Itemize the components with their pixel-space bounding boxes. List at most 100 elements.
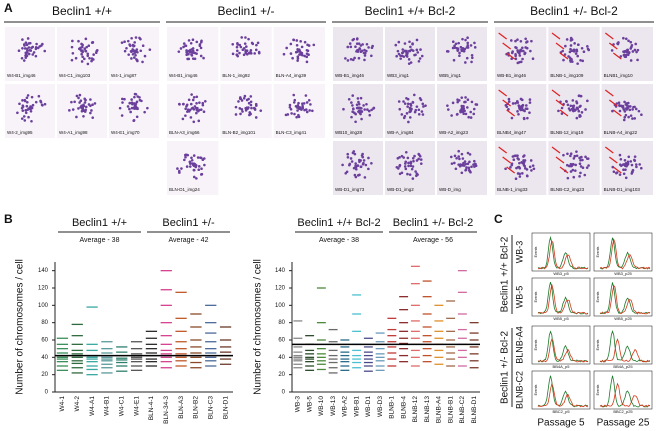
chromosome xyxy=(622,168,625,172)
chromosome xyxy=(578,162,582,166)
chromosome xyxy=(22,59,26,62)
chromosome xyxy=(82,104,86,108)
chromosome xyxy=(454,167,458,171)
chromosome xyxy=(639,166,643,170)
x-tick-label: WB-D1 xyxy=(365,396,372,417)
panel-label: B xyxy=(4,212,13,226)
chromosome xyxy=(85,45,88,49)
chromosome xyxy=(468,153,472,156)
chromosome xyxy=(407,164,410,168)
chromosome xyxy=(406,156,410,160)
group-average: Average - 38 xyxy=(319,237,359,244)
chromosome xyxy=(451,40,455,44)
chromosome xyxy=(586,45,589,48)
x-tick-label: BLNB-1 xyxy=(389,396,396,419)
chromosome xyxy=(518,49,522,53)
x-tick-label: BLNB-12 xyxy=(412,396,419,423)
chromosome xyxy=(473,165,476,168)
chromosome xyxy=(466,162,470,166)
chromosome xyxy=(301,104,304,108)
x-tick-label: BLNB-13 xyxy=(424,396,431,423)
chromosome xyxy=(28,106,32,110)
chromosome xyxy=(297,113,300,117)
panel-label: C xyxy=(494,212,503,226)
chromosome xyxy=(625,164,628,168)
chromosome xyxy=(35,42,38,46)
chromosome xyxy=(146,106,149,110)
chromosome xyxy=(200,173,203,176)
chromosome xyxy=(191,47,195,50)
chromosome xyxy=(460,106,464,110)
chromosome xyxy=(358,160,361,164)
axis-title: Events xyxy=(534,339,538,350)
chromosome xyxy=(510,163,514,167)
image-label: W4-B1_img46 xyxy=(7,73,36,78)
chromosome xyxy=(295,115,298,119)
chromosome xyxy=(191,49,195,53)
micrograph xyxy=(437,27,487,81)
chromosome xyxy=(407,62,411,65)
image-label: BLNB-1_img33 xyxy=(497,187,528,192)
chromosome xyxy=(419,158,423,161)
chromosome xyxy=(460,48,463,51)
chromosome xyxy=(353,152,357,156)
chromosome xyxy=(292,93,296,97)
chromosome xyxy=(34,47,38,51)
chromosome xyxy=(624,176,628,180)
group-average: Average - 42 xyxy=(169,237,209,244)
plot-label: BB4A_p5 xyxy=(553,364,571,369)
chromosome xyxy=(569,58,573,62)
chromosome xyxy=(363,176,367,179)
chromosome xyxy=(521,57,524,61)
chromosome xyxy=(416,51,420,54)
chromosome xyxy=(128,44,132,48)
image-label: WB-A_img84 xyxy=(387,130,414,135)
chromosome xyxy=(341,163,344,167)
chromosome xyxy=(81,55,84,59)
chromosome xyxy=(349,157,353,160)
chromosome xyxy=(411,177,415,180)
chromosome xyxy=(371,44,374,48)
chromosome xyxy=(410,167,414,171)
chromosome xyxy=(238,43,242,47)
chromosome xyxy=(299,40,302,43)
arrow xyxy=(604,89,614,97)
chromosome xyxy=(188,108,192,112)
chromosome xyxy=(528,165,532,169)
chromosome xyxy=(121,101,124,104)
chromosome xyxy=(370,54,373,58)
chromosome xyxy=(517,165,521,169)
chromosome xyxy=(514,57,518,61)
micrograph xyxy=(385,141,435,195)
chromosome xyxy=(351,58,355,62)
image-label: BLNB-C2_img23 xyxy=(550,187,584,192)
plot-label: BBC2_p5 xyxy=(552,409,570,414)
chromosome xyxy=(635,165,638,169)
chromosome xyxy=(580,46,584,50)
arrow xyxy=(555,42,565,50)
chromosome xyxy=(456,98,459,101)
chromosome xyxy=(190,107,194,110)
chromosome xyxy=(367,167,370,171)
histogram-curve xyxy=(538,240,589,270)
image-label: WB-B1_img46 xyxy=(335,73,365,78)
chromosome xyxy=(254,116,258,119)
chromosome xyxy=(241,110,244,113)
chromosome xyxy=(466,36,469,39)
chromosome xyxy=(465,46,469,49)
histogram-curve xyxy=(599,238,651,270)
chromosome xyxy=(353,56,356,60)
chromosome xyxy=(249,103,253,107)
chromosome xyxy=(579,158,582,162)
chromosome xyxy=(184,114,187,117)
arrow xyxy=(604,32,614,40)
chromosome xyxy=(571,168,575,172)
chromosome xyxy=(624,168,627,171)
chromosome xyxy=(463,100,466,104)
histogram-curve xyxy=(537,235,589,270)
chromosome xyxy=(576,62,579,65)
chromosome xyxy=(526,116,529,120)
chromosome xyxy=(350,160,354,163)
chromosome xyxy=(464,112,468,116)
chromosome xyxy=(577,94,581,98)
